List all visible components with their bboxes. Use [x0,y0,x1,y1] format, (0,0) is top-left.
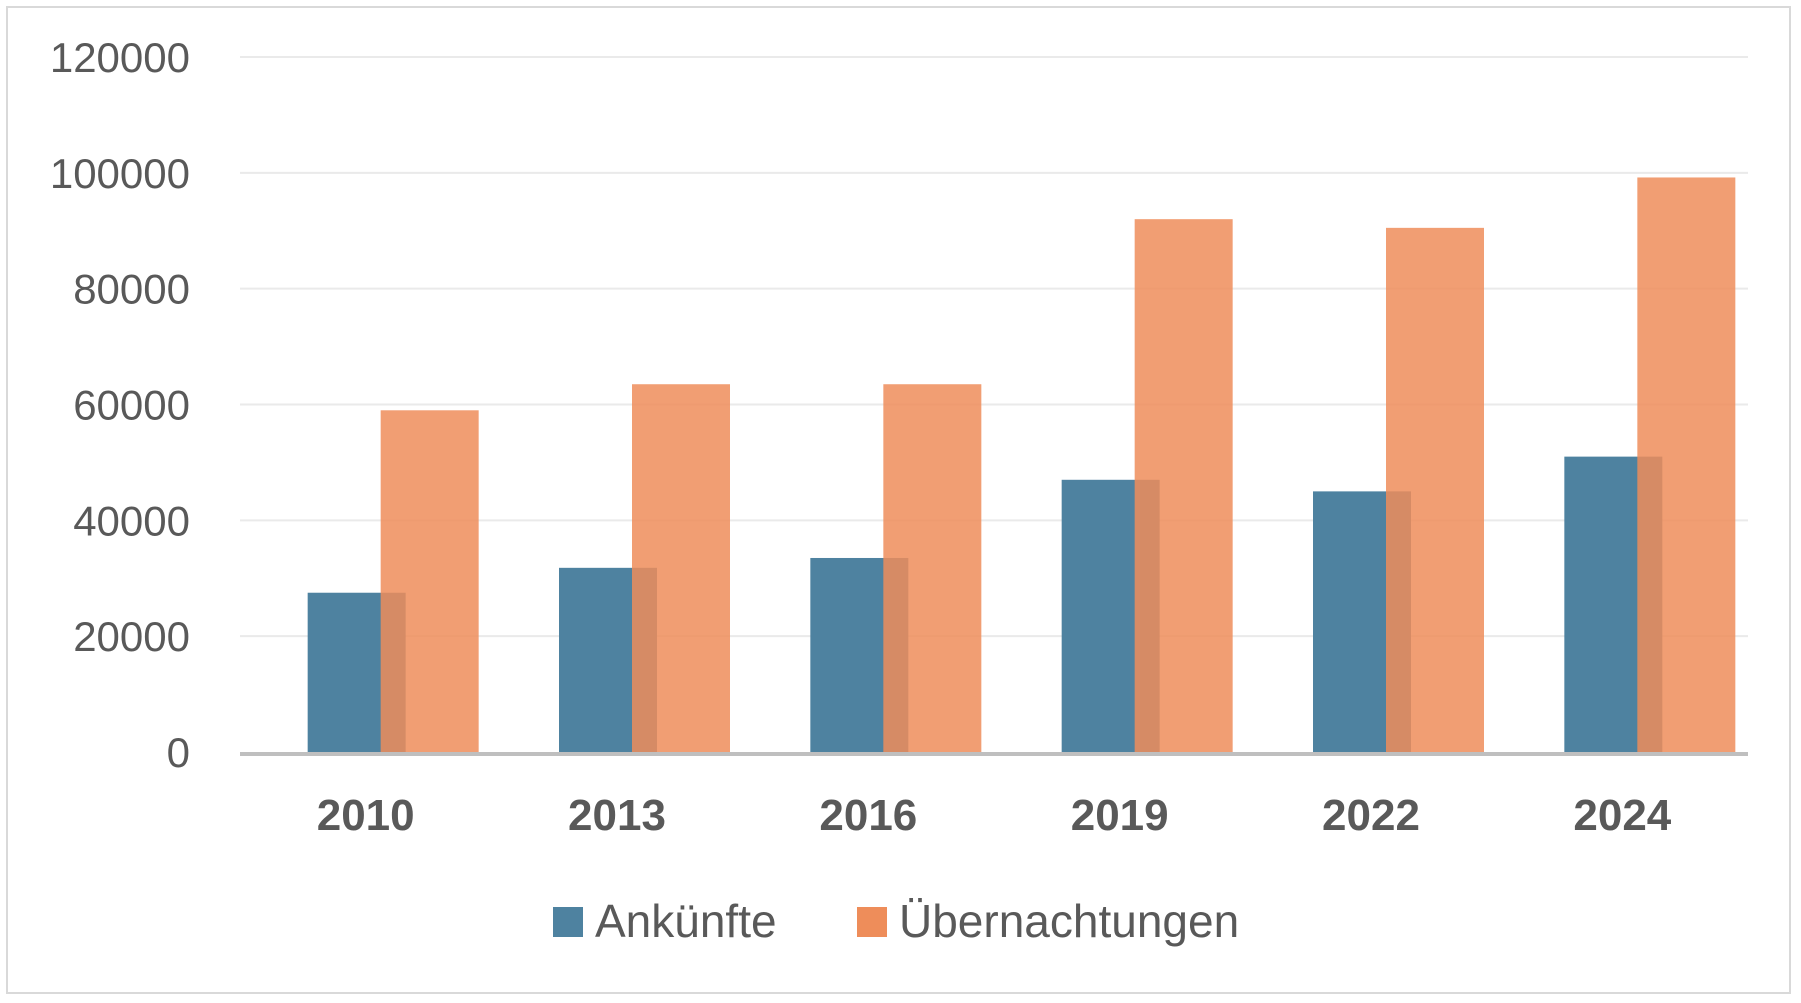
x-tick-label: 2013 [568,791,666,840]
bars [307,177,1736,752]
bar-uebernachtungen-2024 [1637,177,1736,752]
bar-uebernachtungen-2016 [883,384,982,752]
y-tick-label: 80000 [73,266,190,313]
y-tick-label: 0 [167,729,190,776]
y-tick-label: 120000 [50,34,190,81]
x-tick-label: 2024 [1573,791,1671,840]
x-tick-label: 2016 [819,791,917,840]
y-tick-label: 40000 [73,497,190,544]
bar-uebernachtungen-2019 [1134,219,1233,752]
bar-uebernachtungen-2010 [380,410,479,752]
legend-label: Ankünfte [595,895,777,947]
y-tick-label: 60000 [73,382,190,429]
gridlines [240,56,1748,638]
legend: Ankünfte Übernachtungen [553,895,1239,947]
legend-swatch [553,907,583,937]
legend-swatch [857,907,887,937]
x-axis-tick-labels: 2010 2013 2016 2019 2022 2024 [317,791,1672,840]
y-tick-label: 20000 [73,613,190,660]
x-tick-label: 2019 [1071,791,1169,840]
x-tick-label: 2022 [1322,791,1420,840]
y-axis-tick-labels: 0 20000 40000 60000 80000 100000 120000 [50,34,190,776]
bar-uebernachtungen-2022 [1386,227,1484,752]
legend-label: Übernachtungen [899,895,1239,947]
x-tick-label: 2010 [317,791,415,840]
y-tick-label: 100000 [50,150,190,197]
bar-uebernachtungen-2013 [632,384,730,752]
